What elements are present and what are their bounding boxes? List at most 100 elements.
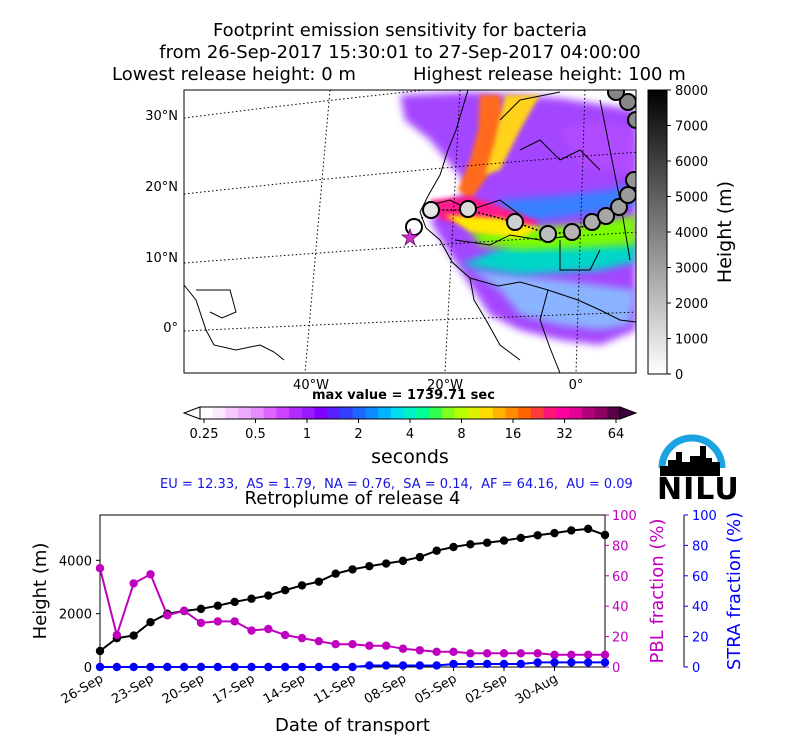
nilu-logo <box>658 434 726 476</box>
colorbar-swatch <box>416 407 430 419</box>
max-value-label: max value = 1739.71 sec <box>312 388 495 403</box>
colorbar-swatch <box>480 407 494 419</box>
height-series-point <box>449 542 458 552</box>
colorbar-swatch <box>403 407 417 419</box>
colorbar-swatch <box>301 407 315 419</box>
height-colorbar-tick-label: 5000 <box>675 191 708 206</box>
stra-series-point <box>314 662 324 672</box>
height-series-point <box>247 594 256 603</box>
height-series-point <box>146 618 155 627</box>
colorbar-swatch <box>378 407 392 419</box>
stra-series-point <box>331 662 340 672</box>
pbl-series-point <box>398 644 408 653</box>
colorbar-swatch <box>340 407 354 419</box>
colorbar-swatch <box>581 407 595 419</box>
height-series-point <box>533 531 542 540</box>
pbl-series-point <box>499 649 509 658</box>
colorbar-swatch <box>492 407 506 419</box>
pbl-axis-label: PBL fraction (%) <box>647 519 668 664</box>
colorbar-swatch <box>238 407 252 419</box>
height-series-point <box>297 581 307 590</box>
lon-label-40w: 40°W <box>293 378 329 393</box>
colorbar-tick-label: 32 <box>556 427 573 442</box>
pbl-series-point <box>247 626 256 635</box>
pbl-series-point <box>348 640 357 649</box>
lon-label-20w: 20°W <box>427 378 463 393</box>
colorbar-tick-label: 0.25 <box>190 427 219 442</box>
stra-series-point <box>415 661 425 670</box>
y-tick-label: 0 <box>84 661 92 676</box>
pbl-series-point <box>567 650 576 660</box>
stra-series-point <box>129 662 138 672</box>
pbl-series-point <box>179 606 189 615</box>
stra-series-point <box>398 661 408 670</box>
x-tick-label: 17-Sep <box>210 671 257 707</box>
colorbar-swatch <box>289 407 303 419</box>
trajectory-point <box>506 213 524 231</box>
x-tick-label: 23-Sep <box>109 671 156 707</box>
stra-series-point <box>247 662 256 672</box>
stra-series-point <box>449 659 458 669</box>
release-point-star-icon <box>400 227 420 247</box>
lat-label-10n: 10°N <box>145 251 178 266</box>
lon-label-0: 0° <box>569 378 584 393</box>
colorbar-swatch <box>250 407 265 419</box>
height-colorbar-tick-label: 2000 <box>675 297 708 312</box>
nilu-logo-arc <box>658 434 726 469</box>
pbl-series-point <box>432 647 441 656</box>
trajectory-point <box>619 186 636 204</box>
trajectory-path <box>400 90 636 247</box>
height-series-point <box>230 597 239 607</box>
height-colorbar-tick-label: 8000 <box>675 84 708 99</box>
height-series-line <box>99 527 606 652</box>
stra-series-point <box>600 658 610 667</box>
height-colorbar: 0 1000 2000 3000 4000 5000 6000 7000 8000 Height… <box>647 84 736 383</box>
trajectory-point <box>619 93 636 111</box>
pbl-series-point <box>163 611 172 620</box>
height-series-point <box>365 562 374 571</box>
colorbar-swatch <box>314 407 328 419</box>
pbl-series-point <box>213 617 223 626</box>
colorbar-swatch <box>276 407 290 419</box>
x-tick-label: 20-Sep <box>160 671 207 707</box>
stra-series-point <box>163 662 172 672</box>
height-series-point <box>466 540 475 549</box>
trajectory-point <box>539 225 557 243</box>
height-series-point <box>600 530 610 540</box>
x-tick-label: 08-Sep <box>362 671 409 707</box>
stra-tick-label: 20 <box>692 631 709 646</box>
stra-series-point <box>381 661 391 670</box>
pbl-series-point <box>600 650 610 660</box>
lat-label-0: 0° <box>163 321 178 336</box>
colorbar-swatch <box>556 407 570 419</box>
pbl-series-point <box>280 630 290 640</box>
stra-series-point <box>432 661 441 670</box>
x-tick-label: 05-Sep <box>412 671 459 707</box>
trajectory-point <box>597 207 615 225</box>
stra-series-point <box>567 658 576 667</box>
colorbar-swatch <box>390 407 405 419</box>
stra-series-point <box>264 662 273 672</box>
height-colorbar-tick-label: 0 <box>675 368 683 383</box>
height-series-point <box>314 577 324 586</box>
pbl-series-point <box>112 630 122 640</box>
colorbar-tick-label: 2 <box>354 427 362 442</box>
pbl-series-point <box>264 624 273 634</box>
sensitivity-colorbar: 0.25 0.5 1 2 4 8 16 32 64 <box>182 406 638 442</box>
lowest-release-label: Lowest release height: 0 m <box>112 64 356 85</box>
stra-series-point <box>466 659 475 669</box>
stra-series-point <box>482 659 492 669</box>
title-line-2: from 26-Sep-2017 15:30:01 to 27-Sep-2017… <box>159 42 641 63</box>
colorbar-swatch <box>518 407 532 419</box>
colorbar-swatch <box>530 407 545 419</box>
colorbar-tick-label: 1 <box>303 427 311 442</box>
map-frame <box>183 89 637 374</box>
nilu-logo-text: NILU <box>657 472 740 507</box>
colorbar-swatch <box>607 407 621 419</box>
x-tick-label: 14-Sep <box>261 671 308 707</box>
stra-series-point <box>583 658 593 667</box>
trajectory-point <box>563 223 581 241</box>
stra-series-point <box>95 662 105 672</box>
stra-tick-label: 100 <box>692 509 717 524</box>
